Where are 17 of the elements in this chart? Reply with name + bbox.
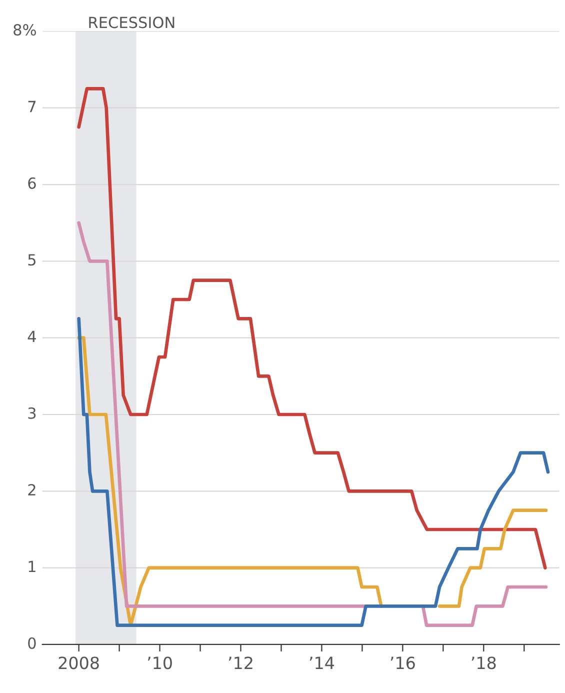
y-tick-label: 3 bbox=[28, 407, 36, 419]
x-tick-label: ’18 bbox=[472, 656, 496, 670]
line-series bbox=[77, 87, 547, 570]
y-tick-label: 7 bbox=[28, 100, 36, 112]
x-tick-label: ’10 bbox=[148, 656, 172, 670]
x-tick-label: 2008 bbox=[58, 656, 99, 670]
y-tick-label: 2 bbox=[28, 484, 36, 496]
y-tick-label: 6 bbox=[28, 177, 36, 189]
y-tick-label: 8% bbox=[14, 24, 36, 36]
y-tick-label: 1 bbox=[28, 560, 36, 572]
x-tick-label: ’12 bbox=[228, 656, 252, 669]
band-label: RECESSION bbox=[89, 16, 174, 28]
y-tick-label: 4 bbox=[28, 330, 36, 342]
y-tick-label: 5 bbox=[28, 254, 36, 266]
x-tick-label: ’16 bbox=[390, 656, 415, 670]
y-tick-label: 0 bbox=[28, 637, 36, 649]
x-tick-label: ’14 bbox=[310, 656, 334, 669]
